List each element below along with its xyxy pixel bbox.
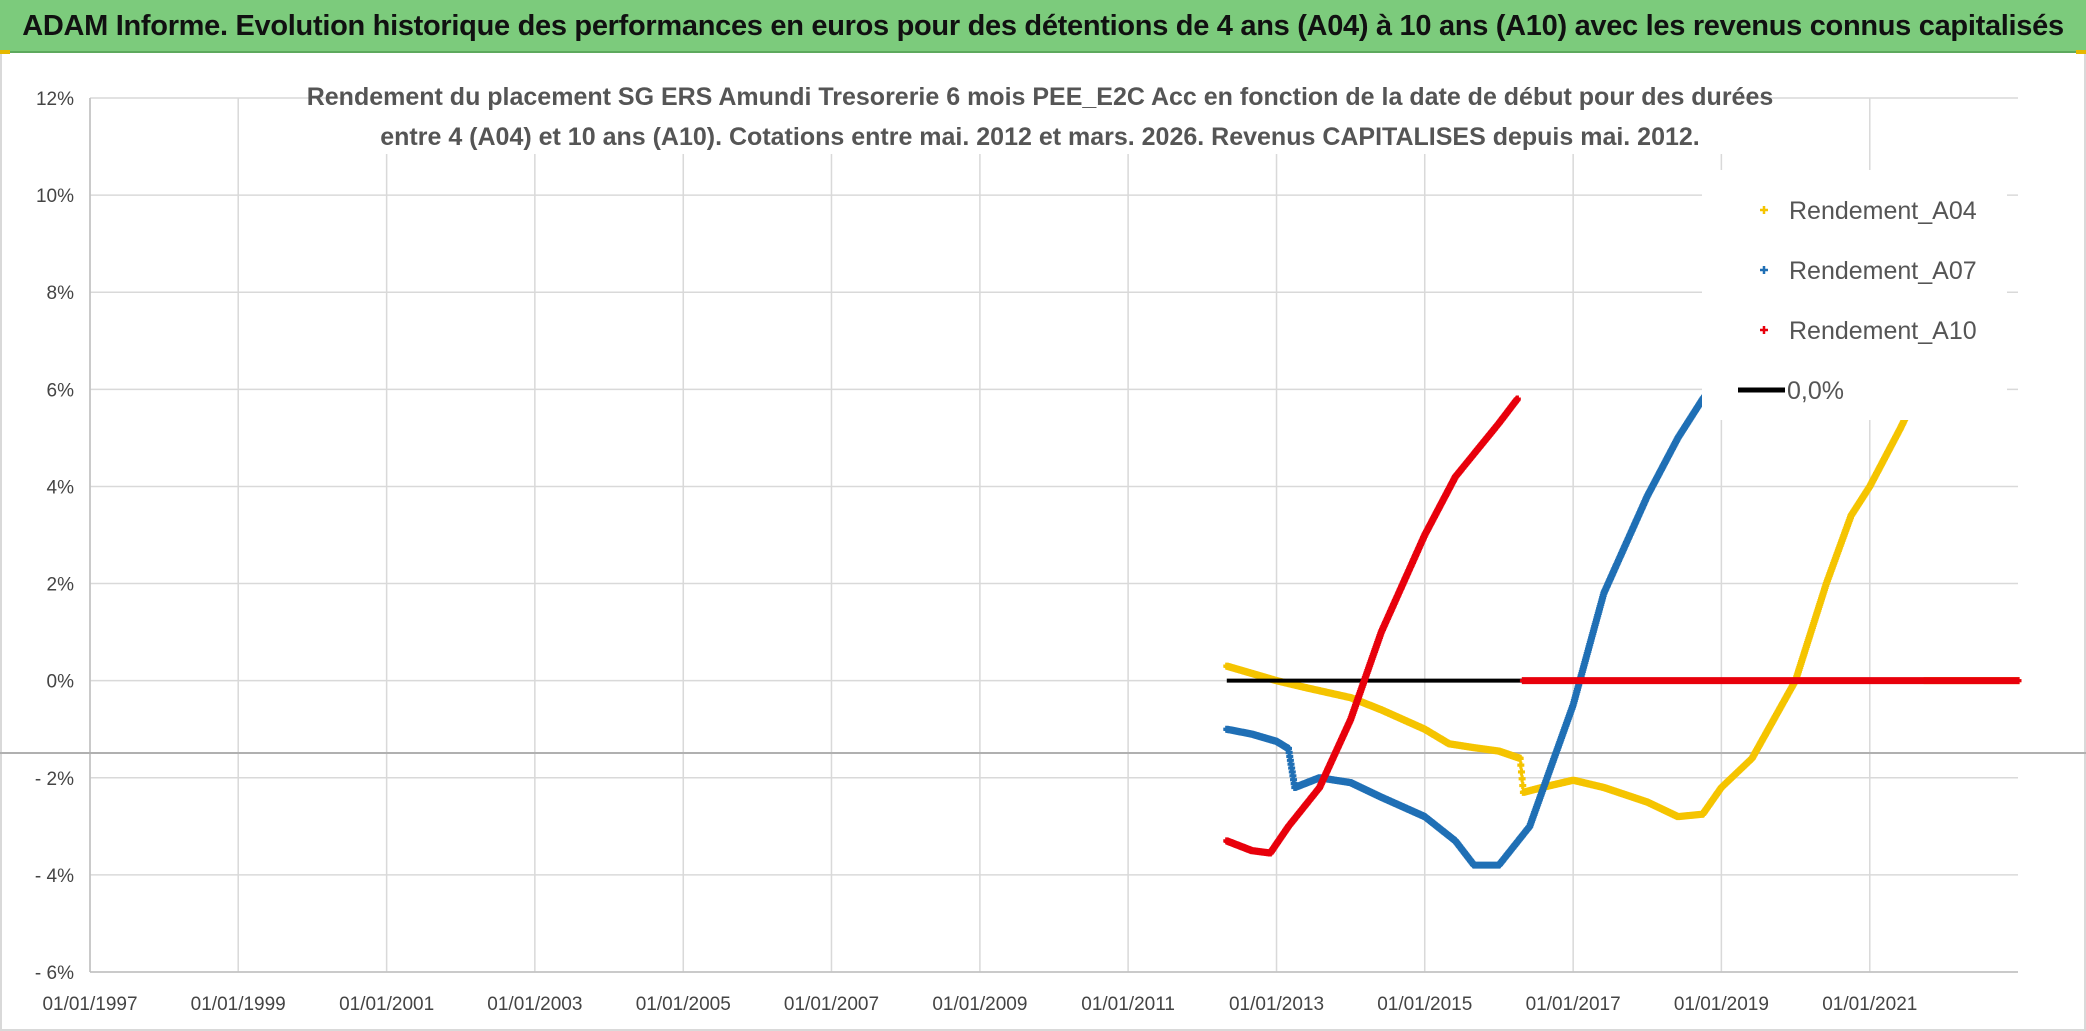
legend-label: 0,0% [1787, 377, 1844, 405]
x-tick-label: 01/01/2017 [1526, 994, 1621, 1015]
page-title: ADAM Informe. Evolution historique des p… [22, 10, 2064, 42]
x-tick-label: 01/01/2001 [339, 994, 434, 1015]
x-axis-ticks: 01/01/1997 01/01/1999 01/01/2001 01/01/2003… [42, 994, 1917, 1015]
corner-mark-right [2076, 50, 2086, 54]
legend-swatch [1760, 266, 1768, 274]
y-tick-label: 10% [36, 186, 74, 207]
legend-label: Rendement_A07 [1789, 257, 1977, 285]
gridlines [0, 97, 2086, 973]
series-rendement-a10 [1519, 677, 2022, 685]
legend-swatch [1760, 206, 1768, 214]
legend-label: Rendement_A04 [1789, 197, 1977, 225]
series-rendement-a07 [1223, 371, 1725, 869]
y-tick-label: 8% [47, 283, 75, 304]
plot-area [1223, 371, 2022, 869]
y-tick-label: - 6% [35, 963, 74, 984]
chart-title-line-1: Rendement du placement SG ERS Amundi Tre… [307, 83, 1774, 111]
legend-background [1702, 170, 2007, 420]
legend-swatch [1760, 326, 1768, 334]
series-rendement-a04 [1223, 385, 1923, 821]
x-tick-label: 01/01/2011 [1081, 994, 1175, 1015]
series-rendement-a10 [1223, 395, 1521, 857]
x-tick-label: 01/01/2013 [1229, 994, 1324, 1015]
x-tick-label: 01/01/1999 [191, 994, 286, 1015]
header-bar [0, 0, 2086, 53]
y-tick-label: 6% [47, 380, 75, 401]
y-tick-label: 12% [36, 89, 74, 110]
x-tick-label: 01/01/2005 [636, 994, 731, 1015]
legend-label: Rendement_A10 [1789, 317, 1977, 345]
x-tick-label: 01/01/2003 [487, 994, 582, 1015]
corner-mark-left [0, 50, 10, 54]
chart-title-line-2: entre 4 (A04) et 10 ans (A10). Cotations… [380, 123, 1700, 151]
x-tick-label: 01/01/2009 [932, 994, 1027, 1015]
x-tick-label: 01/01/1997 [42, 994, 137, 1015]
y-tick-label: - 2% [35, 769, 74, 790]
x-tick-label: 01/01/2019 [1674, 994, 1769, 1015]
y-tick-label: 4% [47, 477, 75, 498]
y-tick-label: - 4% [35, 866, 74, 887]
legend: Rendement_A04 Rendement_A07 Rendement_A10 0… [1702, 170, 2007, 420]
x-tick-label: 01/01/2007 [784, 994, 879, 1015]
x-tick-label: 01/01/2021 [1822, 994, 1917, 1015]
title-background [345, 80, 1735, 154]
y-axis-ticks: 12% 10% 8% 6% 4% 2% 0% - 2% - 4% - 6% [35, 89, 74, 984]
x-tick-label: 01/01/2015 [1377, 994, 1472, 1015]
y-tick-label: 0% [47, 672, 75, 693]
y-tick-label: 2% [47, 575, 75, 596]
